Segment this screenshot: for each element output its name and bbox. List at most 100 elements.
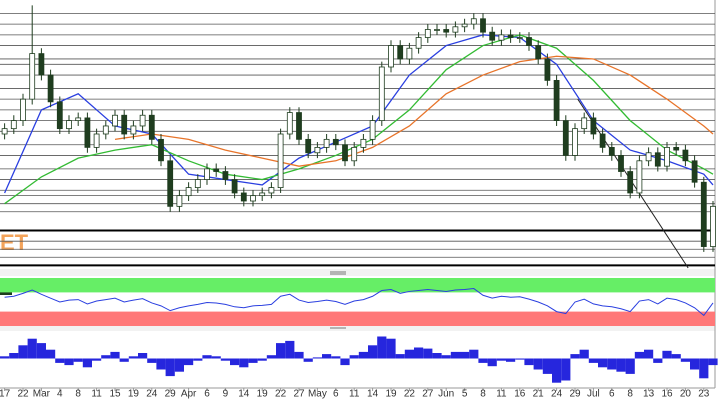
candle-body [526,37,532,46]
histogram-bar [680,358,690,362]
histogram-bar [533,358,543,370]
candle-body [305,138,312,154]
candle-body [66,120,72,130]
overbought-band [0,278,715,293]
candle-body [710,205,716,247]
histogram-bar [230,358,240,366]
histogram-bar [156,358,166,370]
histogram-bar [662,350,672,359]
candle-body [10,120,17,130]
panel-separator[interactable] [0,269,715,276]
histogram-bar [625,358,635,374]
candle-body [130,125,137,135]
histogram-bar [524,358,534,366]
candle-body [112,114,118,127]
x-tick-label: 27 [293,389,305,400]
candle-body [268,187,275,194]
x-tick-label: 21 [533,389,545,400]
candle-body [654,152,661,167]
candle-body [498,34,505,41]
rsi-line [4,288,714,317]
histogram-bar [368,345,378,359]
x-tick-label: 13 [643,389,655,400]
histogram-bar [377,336,387,359]
x-tick-label: 19 [385,389,397,400]
x-tick-label: 16 [514,389,526,400]
histogram-bar [588,358,598,363]
candle-body [167,160,174,207]
x-tick-label: 8 [75,389,81,400]
histogram-bar [55,358,65,363]
candle-body [360,138,367,148]
x-tick-label: 22 [17,389,29,400]
histogram-bar [561,358,571,381]
candle-body [296,112,302,140]
candle-body [553,80,560,122]
candle-body [102,125,109,135]
histogram-bar [699,358,709,379]
histogram-bar [285,340,295,359]
histogram-bar [386,338,396,359]
candle-body [627,171,634,194]
candle-body [470,18,477,25]
candle-body [314,146,321,154]
moving-average [114,55,714,167]
candle-body [29,53,36,100]
candle-body [351,146,358,162]
histogram-bar [9,353,19,359]
x-tick-label: 16 [661,389,673,400]
histogram-bar [349,355,359,359]
histogram-bar [0,356,10,359]
histogram-bar [220,358,230,361]
candle-body [56,101,63,130]
candle-body [461,23,468,28]
panel-separator[interactable] [0,326,715,331]
histogram-bar [276,343,286,359]
candle-body [204,168,210,180]
candle-body [369,120,376,140]
x-tick-label: 29 [569,389,581,400]
histogram-bar [441,355,451,359]
candle-body [590,117,597,135]
histogram-bar [119,358,129,362]
x-tick-label: 15 [109,389,121,400]
histogram-bar [92,358,102,361]
histogram-bar [266,355,276,359]
candle-body [185,187,192,197]
x-tick-label: 23 [698,389,710,400]
candle-body [158,138,164,162]
histogram-bar [248,358,258,363]
x-tick-label: Apr [181,389,197,400]
candle-body [599,133,606,148]
histogram-bar [552,358,562,383]
histogram-bar [653,358,663,363]
x-tick-label: Jul [587,389,600,400]
candle-body [231,179,238,194]
histogram-bar [487,358,497,367]
candle-body [286,112,293,135]
histogram-bar [506,358,516,362]
candle-body [20,98,26,122]
histogram-bar [690,358,700,370]
candle-body [259,192,266,197]
candle-body [38,53,45,76]
candle-body [121,114,128,135]
candle-body [572,128,578,156]
candle-body [535,45,542,60]
histogram-bar [708,358,718,366]
histogram-bar [340,358,350,366]
candle-body [415,37,422,49]
candle-body [397,45,404,60]
x-tick-label: Jun [438,389,454,400]
candle-body [434,29,440,31]
histogram-bar [515,358,525,360]
histogram-bar [82,358,92,368]
x-tick-label: 8 [627,389,633,400]
watermark: ET [0,230,29,255]
x-tick-label: 24 [146,389,158,400]
candle-body [342,144,348,162]
histogram-bar [404,349,414,359]
candle-body [581,117,588,130]
histogram-bar [395,354,405,359]
